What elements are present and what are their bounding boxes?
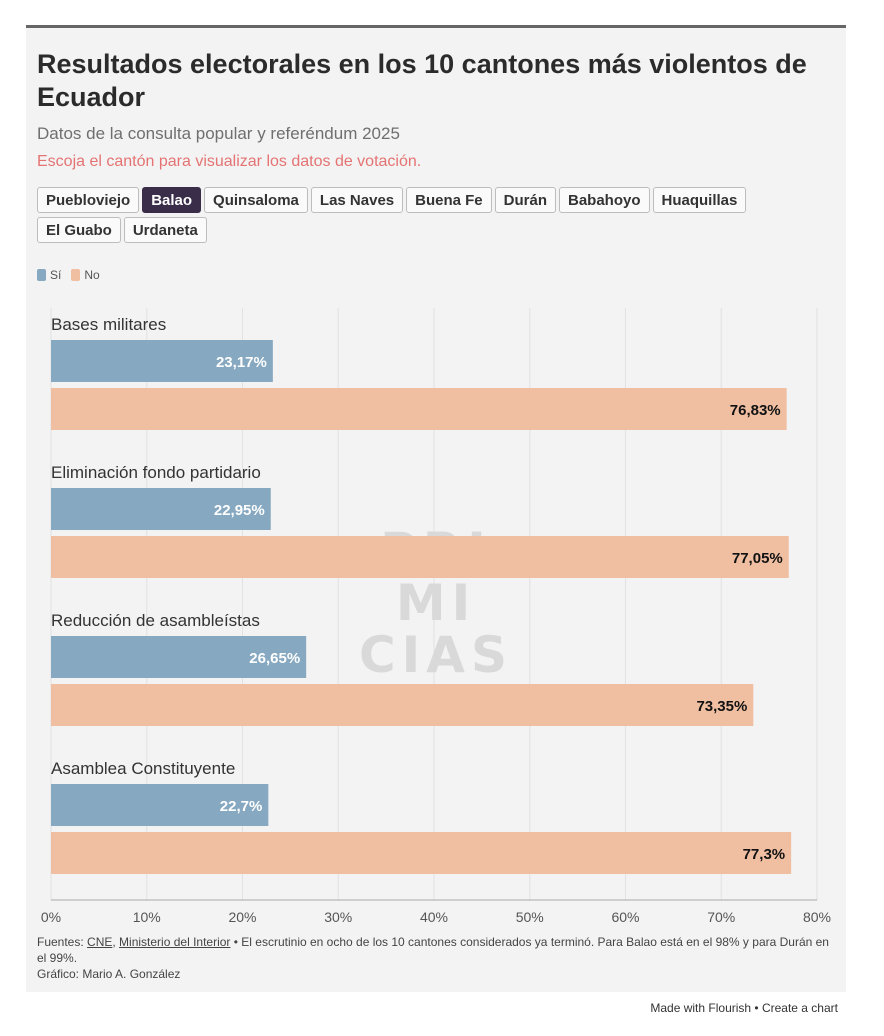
data-label: 77,3% bbox=[743, 846, 786, 863]
x-tick-label: 50% bbox=[516, 909, 544, 925]
canton-selector: Puebloviejo Balao Quinsaloma Las Naves Buena… bbox=[37, 187, 797, 243]
canton-button-8[interactable]: El Guabo bbox=[37, 217, 121, 243]
footer-sources-prefix: Fuentes: bbox=[37, 935, 88, 949]
source-link-ministerio[interactable]: Ministerio del Interior bbox=[119, 935, 231, 949]
legend-item-1[interactable]: No bbox=[71, 268, 100, 282]
data-label: 77,05% bbox=[732, 550, 783, 567]
x-tick-label: 70% bbox=[707, 909, 735, 925]
x-tick-label: 0% bbox=[41, 909, 61, 925]
category-label: Reducción de asambleístas bbox=[51, 611, 260, 630]
data-label: 26,65% bbox=[249, 650, 300, 667]
canton-button-7[interactable]: Huaquillas bbox=[652, 187, 747, 213]
legend-swatch bbox=[71, 269, 81, 281]
canton-button-6[interactable]: Babahoyo bbox=[558, 187, 650, 213]
x-tick-label: 30% bbox=[324, 909, 352, 925]
x-tick-label: 10% bbox=[133, 909, 161, 925]
bar-no bbox=[51, 388, 787, 430]
source-link-cne[interactable]: CNE bbox=[87, 935, 113, 949]
legend-label: No bbox=[84, 268, 100, 282]
data-label: 73,35% bbox=[696, 698, 747, 715]
chart-subtitle: Datos de la consulta popular y referéndu… bbox=[37, 124, 400, 143]
chart-title: Resultados electorales en los 10 cantone… bbox=[37, 49, 807, 112]
category-label: Bases militares bbox=[51, 315, 166, 334]
category-label: Eliminación fondo partidario bbox=[51, 463, 261, 482]
bar-no bbox=[51, 832, 792, 874]
legend-label: Sí bbox=[50, 268, 62, 282]
legend-swatch bbox=[37, 269, 46, 281]
data-label: 22,95% bbox=[214, 502, 265, 519]
x-tick-label: 40% bbox=[420, 909, 448, 925]
data-label: 23,17% bbox=[216, 354, 267, 371]
canton-button-2[interactable]: Quinsaloma bbox=[204, 187, 308, 213]
bar-no bbox=[51, 684, 754, 726]
watermark-text: MI bbox=[396, 574, 476, 632]
chart-instruction: Escoja el cantón para visualizar los dat… bbox=[37, 153, 422, 170]
canton-button-3[interactable]: Las Naves bbox=[310, 187, 404, 213]
canton-button-9[interactable]: Urdaneta bbox=[123, 217, 207, 243]
x-tick-label: 80% bbox=[803, 909, 831, 925]
legend: Sí No bbox=[37, 268, 100, 282]
canton-button-4[interactable]: Buena Fe bbox=[406, 187, 492, 213]
bar-si bbox=[51, 636, 307, 678]
data-label: 22,7% bbox=[220, 798, 263, 815]
bar-chart: PRIMICIASBases militares23,17%76,83%Elim… bbox=[41, 308, 831, 925]
footer-note: • El escrutinio en ocho de los 10 canton… bbox=[37, 935, 829, 965]
canton-button-1[interactable]: Balao bbox=[142, 187, 202, 213]
chart-footer: Fuentes: CNE, Ministerio del Interior • … bbox=[37, 934, 837, 982]
bar-si bbox=[51, 340, 273, 382]
chart-card: Resultados electorales en los 10 cantone… bbox=[26, 25, 846, 992]
canton-button-5[interactable]: Durán bbox=[494, 187, 556, 213]
canton-button-0[interactable]: Puebloviejo bbox=[37, 187, 140, 213]
bar-si bbox=[51, 488, 271, 530]
category-label: Asamblea Constituyente bbox=[51, 759, 235, 778]
flourish-credit[interactable]: Made with Flourish • Create a chart bbox=[650, 1001, 838, 1015]
footer-credit: Gráfico: Mario A. González bbox=[37, 967, 181, 981]
legend-item-0[interactable]: Sí bbox=[37, 268, 61, 282]
x-tick-label: 60% bbox=[611, 909, 639, 925]
data-label: 76,83% bbox=[730, 402, 781, 419]
watermark-text: CIAS bbox=[359, 626, 513, 684]
x-tick-label: 20% bbox=[228, 909, 256, 925]
bar-no bbox=[51, 536, 789, 578]
footer-separator: , bbox=[112, 935, 120, 949]
bar-si bbox=[51, 784, 269, 826]
